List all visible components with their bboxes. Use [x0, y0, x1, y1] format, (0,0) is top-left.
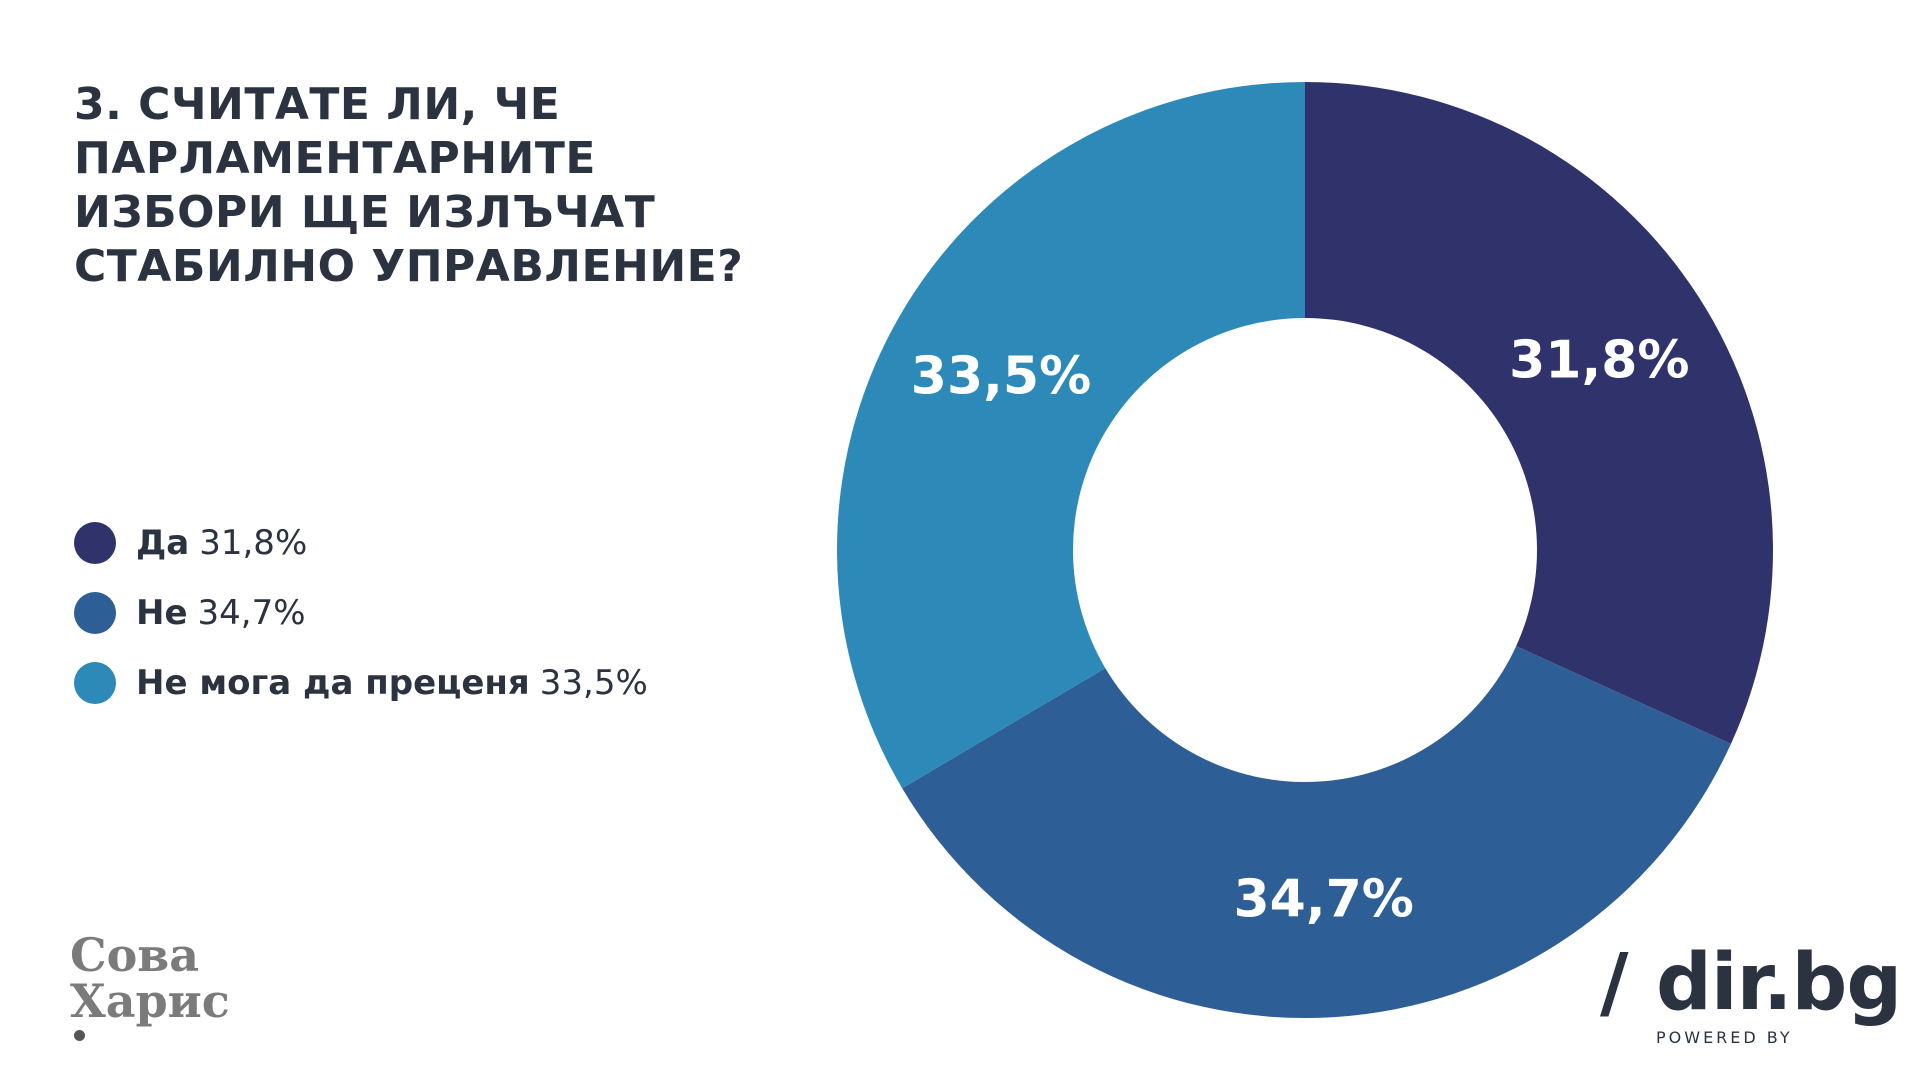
title-line: СТАБИЛНО УПРАВЛЕНИЕ? [74, 241, 744, 292]
logo-line: Сова [70, 928, 200, 982]
legend-label: Да [136, 523, 190, 563]
legend-swatch [74, 522, 116, 564]
logo-slash: / [1600, 938, 1629, 1028]
legend-item-yes: Да 31,8% [74, 508, 648, 578]
legend-swatch [74, 662, 116, 704]
chart-title: 3. СЧИТАТЕ ЛИ, ЧЕ ПАРЛАМЕНТАРНИТЕ ИЗБОРИ… [74, 78, 794, 294]
legend-value: 34,7% [197, 593, 306, 633]
sova-haris-logo: Сова Харис [70, 932, 230, 1041]
legend-value: 31,8% [199, 523, 308, 563]
legend-label: Не [136, 593, 188, 633]
slice-yes [1305, 82, 1773, 744]
legend-swatch [74, 592, 116, 634]
title-line: ИЗБОРИ ЩЕ ИЗЛЪЧАТ [74, 187, 656, 238]
dirbg-logo: / dir.bg POWERED BY [1600, 938, 1902, 1048]
legend-item-no: Не 34,7% [74, 578, 648, 648]
slice-no [902, 646, 1731, 1019]
legend-value: 33,5% [539, 663, 648, 703]
data-label: 34,7% [1233, 870, 1413, 930]
legend-label: Не мога да преценя [136, 663, 530, 703]
title-line: 3. СЧИТАТЕ ЛИ, ЧЕ [74, 79, 561, 130]
data-label: 31,8% [1509, 331, 1689, 391]
legend: Да 31,8% Не 34,7% Не мога да преценя 33,5% [74, 508, 648, 718]
logo-line: Харис [70, 974, 230, 1028]
logo-powered-by: POWERED BY [1656, 1028, 1793, 1047]
slice-undecided [837, 82, 1305, 789]
logo-brand: dir.bg [1656, 938, 1902, 1028]
legend-item-undecided: Не мога да преценя 33,5% [74, 648, 648, 718]
data-label: 33,5% [911, 347, 1091, 407]
logo-dot [74, 1030, 85, 1041]
title-line: ПАРЛАМЕНТАРНИТЕ [74, 133, 596, 184]
